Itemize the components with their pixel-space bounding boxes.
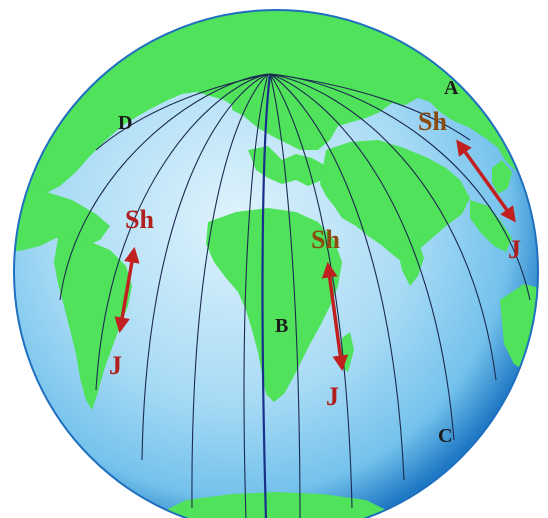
marker-west-bottom: J (109, 351, 122, 380)
land-north-america (14, 190, 110, 252)
arrow-west (114, 246, 140, 334)
meridian-lines (59, 73, 531, 518)
marker-west-top: Sh (125, 205, 154, 234)
meridian-line (141, 73, 269, 461)
meridian-line (269, 73, 531, 301)
globe-outline (13, 9, 539, 518)
point-label-b: B (275, 315, 288, 337)
arrows (114, 139, 516, 372)
marker-east-bottom: J (508, 235, 521, 264)
land-asia (320, 140, 470, 262)
meridian-line (243, 73, 269, 518)
land-africa (206, 208, 342, 402)
land-south-america (54, 238, 132, 410)
meridian-line (269, 73, 301, 518)
meridian-line (269, 73, 353, 509)
meridian-line (269, 73, 455, 441)
land-antarctica (150, 492, 402, 518)
marker-east-top: Sh (418, 107, 447, 136)
land-india (398, 236, 424, 286)
marker-africa-bottom: J (326, 382, 339, 411)
meridian-line (95, 73, 271, 151)
arrow-east (456, 139, 516, 223)
land-north (14, 10, 538, 205)
point-label-c: C (438, 425, 452, 447)
meridian-line (191, 73, 269, 509)
meridian-line (269, 73, 471, 141)
arrow-africa (321, 261, 349, 372)
meridian-line (269, 73, 405, 481)
land-europe (248, 146, 326, 186)
point-label-a: A (444, 77, 459, 99)
marker-africa-top: Sh (311, 225, 340, 254)
meridian-line (269, 73, 497, 381)
point-label-d: D (118, 112, 132, 134)
meridian-line-highlight (261, 73, 272, 518)
meridian-line (95, 73, 269, 391)
